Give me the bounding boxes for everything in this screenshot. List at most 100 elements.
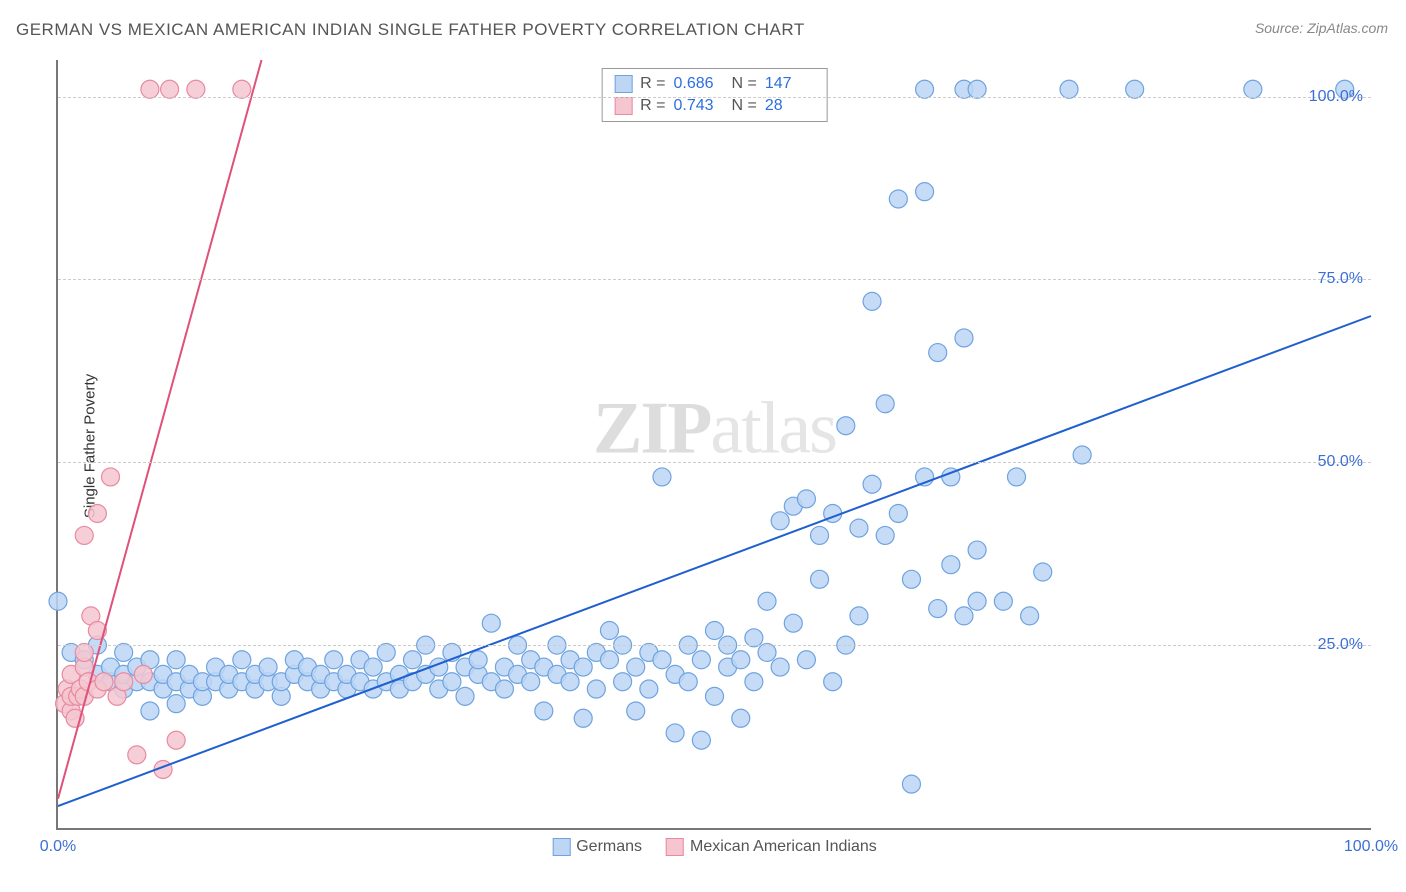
scatter-point [968, 80, 986, 98]
scatter-point [1034, 563, 1052, 581]
gridline [58, 462, 1371, 463]
stats-box: R = 0.686 N = 147 R = 0.743 N = 28 [601, 68, 828, 122]
scatter-point [889, 190, 907, 208]
scatter-point [115, 643, 133, 661]
scatter-point [49, 592, 67, 610]
scatter-point [876, 395, 894, 413]
scatter-point [797, 651, 815, 669]
scatter-point [627, 658, 645, 676]
y-tick-label: 100.0% [1309, 88, 1363, 106]
scatter-point [811, 526, 829, 544]
scatter-point [614, 673, 632, 691]
x-tick-label: 100.0% [1344, 838, 1398, 856]
scatter-point [863, 292, 881, 310]
scatter-point [876, 526, 894, 544]
scatter-point [863, 475, 881, 493]
scatter-point [259, 658, 277, 676]
y-tick-label: 50.0% [1318, 453, 1363, 471]
scatter-point [771, 512, 789, 530]
stat-n-label: N = [732, 75, 757, 93]
scatter-point [653, 651, 671, 669]
scatter-point [141, 702, 159, 720]
scatter-point [75, 526, 93, 544]
stat-n-mexican: 28 [765, 97, 815, 115]
stat-r-label: R = [640, 75, 665, 93]
scatter-point [233, 80, 251, 98]
scatter-point [968, 592, 986, 610]
scatter-point [161, 80, 179, 98]
scatter-point [1126, 80, 1144, 98]
scatter-point [692, 731, 710, 749]
y-tick-label: 75.0% [1318, 270, 1363, 288]
legend-label-mexican: Mexican American Indians [690, 838, 877, 856]
stat-r-mexican: 0.743 [674, 97, 724, 115]
scatter-point [377, 643, 395, 661]
scatter-point [1007, 468, 1025, 486]
scatter-point [811, 570, 829, 588]
scatter-point [75, 643, 93, 661]
scatter-point [955, 607, 973, 625]
scatter-point [929, 344, 947, 362]
stat-n-label: N = [732, 97, 757, 115]
scatter-point [167, 731, 185, 749]
scatter-point [745, 673, 763, 691]
scatter-point [587, 680, 605, 698]
regression-line [58, 316, 1371, 806]
scatter-point [128, 746, 146, 764]
scatter-point [837, 417, 855, 435]
scatter-point [653, 468, 671, 486]
swatch-mexican [614, 97, 632, 115]
scatter-point [187, 80, 205, 98]
scatter-point [456, 687, 474, 705]
legend-swatch-mexican [666, 838, 684, 856]
scatter-point [916, 183, 934, 201]
scatter-point [561, 673, 579, 691]
scatter-point [325, 651, 343, 669]
scatter-point [1021, 607, 1039, 625]
source-attribution: Source: ZipAtlas.com [1255, 20, 1388, 36]
scatter-point [745, 629, 763, 647]
scatter-point [574, 709, 592, 727]
scatter-point [167, 695, 185, 713]
scatter-point [706, 622, 724, 640]
scatter-point [942, 556, 960, 574]
stat-r-germans: 0.686 [674, 75, 724, 93]
stat-r-label: R = [640, 97, 665, 115]
legend-label-germans: Germans [576, 838, 642, 856]
scatter-point [902, 570, 920, 588]
scatter-point [706, 687, 724, 705]
y-tick-label: 25.0% [1318, 636, 1363, 654]
x-tick-label: 0.0% [40, 838, 76, 856]
scatter-point [233, 651, 251, 669]
chart-svg [58, 60, 1371, 828]
stat-n-germans: 147 [765, 75, 815, 93]
scatter-point [850, 519, 868, 537]
swatch-germans [614, 75, 632, 93]
legend-item-mexican: Mexican American Indians [666, 838, 877, 856]
plot-area: ZIPatlas R = 0.686 N = 147 R = 0.743 N =… [56, 60, 1371, 830]
scatter-point [404, 651, 422, 669]
legend-bottom: Germans Mexican American Indians [552, 838, 877, 856]
scatter-point [758, 643, 776, 661]
scatter-point [95, 673, 113, 691]
scatter-point [102, 468, 120, 486]
scatter-point [364, 658, 382, 676]
scatter-point [1060, 80, 1078, 98]
scatter-point [824, 673, 842, 691]
scatter-point [574, 658, 592, 676]
scatter-point [692, 651, 710, 669]
scatter-point [955, 329, 973, 347]
scatter-point [141, 80, 159, 98]
scatter-point [535, 702, 553, 720]
scatter-point [627, 702, 645, 720]
scatter-point [640, 680, 658, 698]
gridline [58, 97, 1371, 98]
scatter-point [469, 651, 487, 669]
chart-title: GERMAN VS MEXICAN AMERICAN INDIAN SINGLE… [16, 20, 805, 40]
scatter-point [771, 658, 789, 676]
scatter-point [443, 673, 461, 691]
scatter-point [732, 709, 750, 727]
scatter-point [902, 775, 920, 793]
scatter-point [482, 614, 500, 632]
stats-row-germans: R = 0.686 N = 147 [614, 73, 815, 95]
